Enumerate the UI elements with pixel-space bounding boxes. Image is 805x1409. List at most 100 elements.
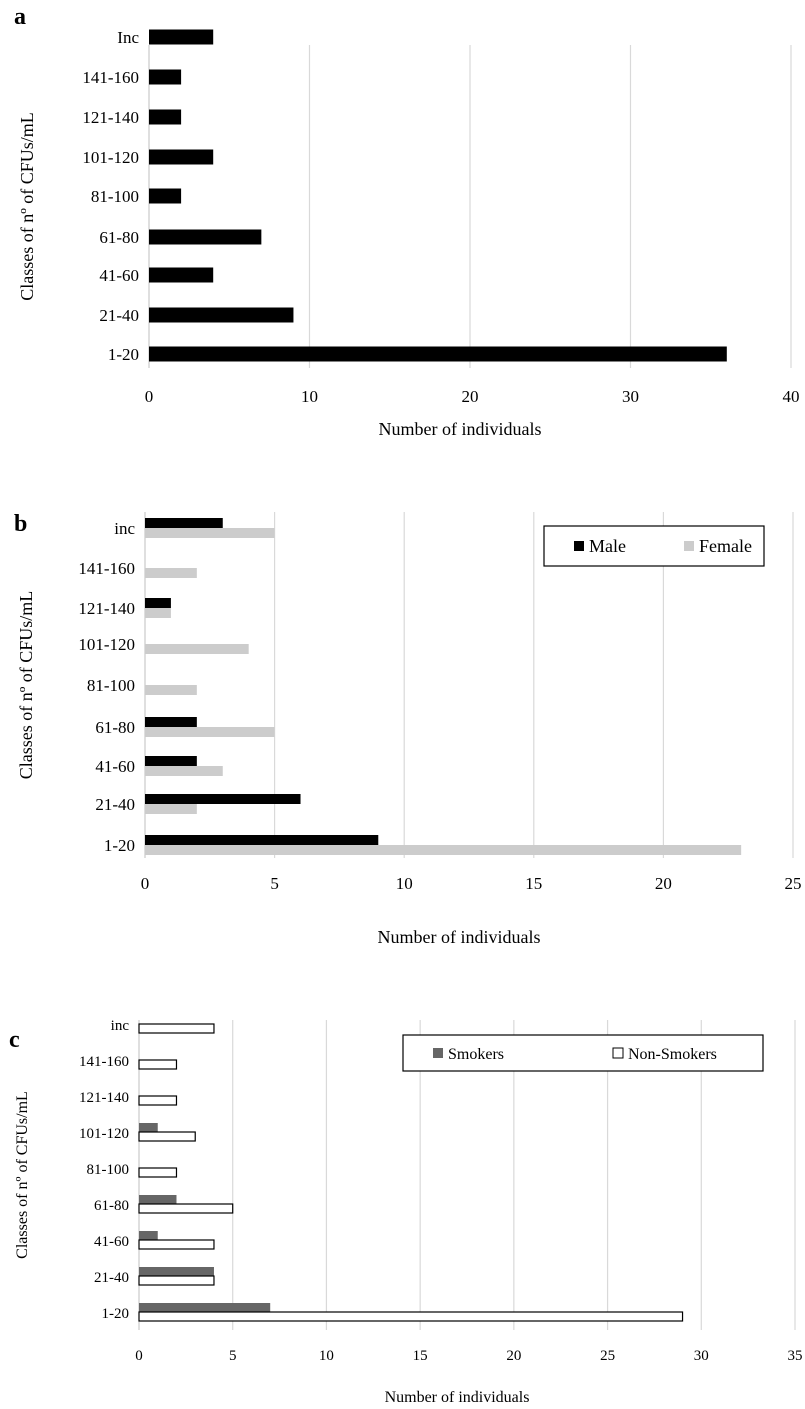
y-tick-label: 141-160: [78, 559, 135, 578]
x-tick-label: 5: [270, 874, 279, 893]
bar: [149, 69, 182, 85]
bar: [139, 1231, 158, 1240]
y-tick-label: 41-60: [99, 266, 139, 285]
x-tick-label: 0: [135, 1348, 143, 1364]
x-tick-label: 20: [462, 387, 479, 406]
legend-entry-label: Smokers: [448, 1046, 504, 1063]
x-tick-label: 25: [600, 1348, 615, 1364]
x-tick-label: 10: [301, 387, 318, 406]
y-tick-label: 141-160: [79, 1054, 129, 1070]
bar: [145, 845, 742, 855]
legend-swatch: [574, 541, 584, 551]
bar: [145, 766, 223, 776]
legend-entry-label: Male: [589, 536, 626, 556]
chart-panel-c: c 0 5 10 15 20 25 30 35 1-20 21-40 41-60 61-80 81-100…: [9, 1018, 803, 1406]
bar: [138, 1239, 215, 1250]
bar: [145, 598, 171, 608]
bar: [145, 518, 223, 528]
x-tick-label: 10: [319, 1348, 334, 1364]
y-tick-label: 21-40: [99, 306, 139, 325]
x-tick-label: 40: [783, 387, 800, 406]
legend-swatch: [612, 1047, 624, 1059]
bar: [145, 804, 197, 814]
legend-swatch: [433, 1048, 443, 1058]
y-tick-label: 61-80: [99, 228, 139, 247]
bar: [149, 346, 727, 362]
bar: [145, 794, 301, 804]
bar: [139, 1267, 214, 1276]
bar: [149, 229, 262, 245]
bar: [138, 1023, 215, 1034]
bar: [145, 756, 197, 766]
panel-label: b: [14, 511, 27, 537]
x-tick-label: 20: [506, 1348, 521, 1364]
x-tick-label: 20: [655, 874, 672, 893]
bar: [145, 608, 171, 618]
y-tick-label: inc: [111, 1018, 130, 1034]
x-tick-label: 30: [622, 387, 639, 406]
bar: [149, 149, 214, 165]
y-tick-label: Inc: [117, 28, 139, 47]
y-axis-title: Classes of nº of CFUs/mL: [14, 1091, 31, 1259]
x-tick-label: 10: [396, 874, 413, 893]
x-tick-label: 15: [525, 874, 542, 893]
y-tick-label: 121-140: [79, 1090, 129, 1106]
y-tick-label: 81-100: [87, 676, 135, 695]
bar: [145, 835, 379, 845]
x-tick-label: 5: [229, 1348, 237, 1364]
bar: [145, 685, 197, 695]
y-tick-label: 21-40: [95, 795, 135, 814]
bar: [149, 109, 182, 125]
legend-entry-label: Non-Smokers: [628, 1046, 717, 1063]
bar: [145, 717, 197, 727]
y-tick-label: 41-60: [94, 1234, 129, 1250]
y-tick-label: 1-20: [108, 345, 139, 364]
legend-box: [402, 1034, 764, 1072]
x-axis-title: Number of individuals: [385, 1389, 530, 1406]
x-tick-label: 15: [413, 1348, 428, 1364]
bar: [138, 1275, 215, 1286]
bar: [139, 1123, 158, 1132]
bar: [138, 1203, 234, 1214]
legend: Smokers Non-Smokers: [402, 1034, 764, 1072]
x-axis-title: Number of individuals: [378, 927, 541, 947]
y-axis-title: Classes of nº of CFUs/mL: [16, 591, 36, 780]
bar: [149, 29, 214, 45]
y-tick-label: 41-60: [95, 757, 135, 776]
y-tick-label: 61-80: [94, 1198, 129, 1214]
bar: [149, 267, 214, 283]
y-tick-label: 101-120: [78, 635, 135, 654]
y-tick-label: 61-80: [95, 718, 135, 737]
y-tick-label: 21-40: [94, 1270, 129, 1286]
panel-label: a: [14, 4, 26, 30]
y-tick-label: 121-140: [78, 599, 135, 618]
y-tick-label: inc: [114, 519, 135, 538]
x-axis-title: Number of individuals: [379, 419, 542, 439]
y-axis-title: Classes of nº of CFUs/mL: [17, 112, 37, 301]
bar: [149, 307, 294, 323]
y-tick-label: 101-120: [82, 148, 139, 167]
bar: [139, 1303, 271, 1312]
x-tick-label: 0: [141, 874, 150, 893]
bar: [138, 1131, 196, 1142]
chart-panel-a: a 0 10 20 30 40 1-20 21-40 41-60 61-80 81-100 101-1…: [14, 4, 800, 439]
bar: [138, 1059, 178, 1070]
panel-label: c: [9, 1027, 20, 1053]
x-tick-label: 0: [145, 387, 154, 406]
bar: [138, 1095, 178, 1106]
x-tick-label: 25: [785, 874, 802, 893]
bar: [138, 1167, 178, 1178]
y-tick-label: 81-100: [87, 1162, 130, 1178]
legend: Male Female: [543, 525, 765, 567]
y-tick-label: 1-20: [104, 836, 135, 855]
y-tick-label: 101-120: [79, 1126, 129, 1142]
bar: [139, 1195, 177, 1204]
y-tick-label: 121-140: [82, 108, 139, 127]
bar: [149, 188, 182, 204]
bar: [138, 1311, 684, 1322]
bar: [145, 528, 275, 538]
bar: [145, 644, 249, 654]
y-tick-label: 81-100: [91, 187, 139, 206]
y-tick-label: 1-20: [102, 1306, 130, 1322]
